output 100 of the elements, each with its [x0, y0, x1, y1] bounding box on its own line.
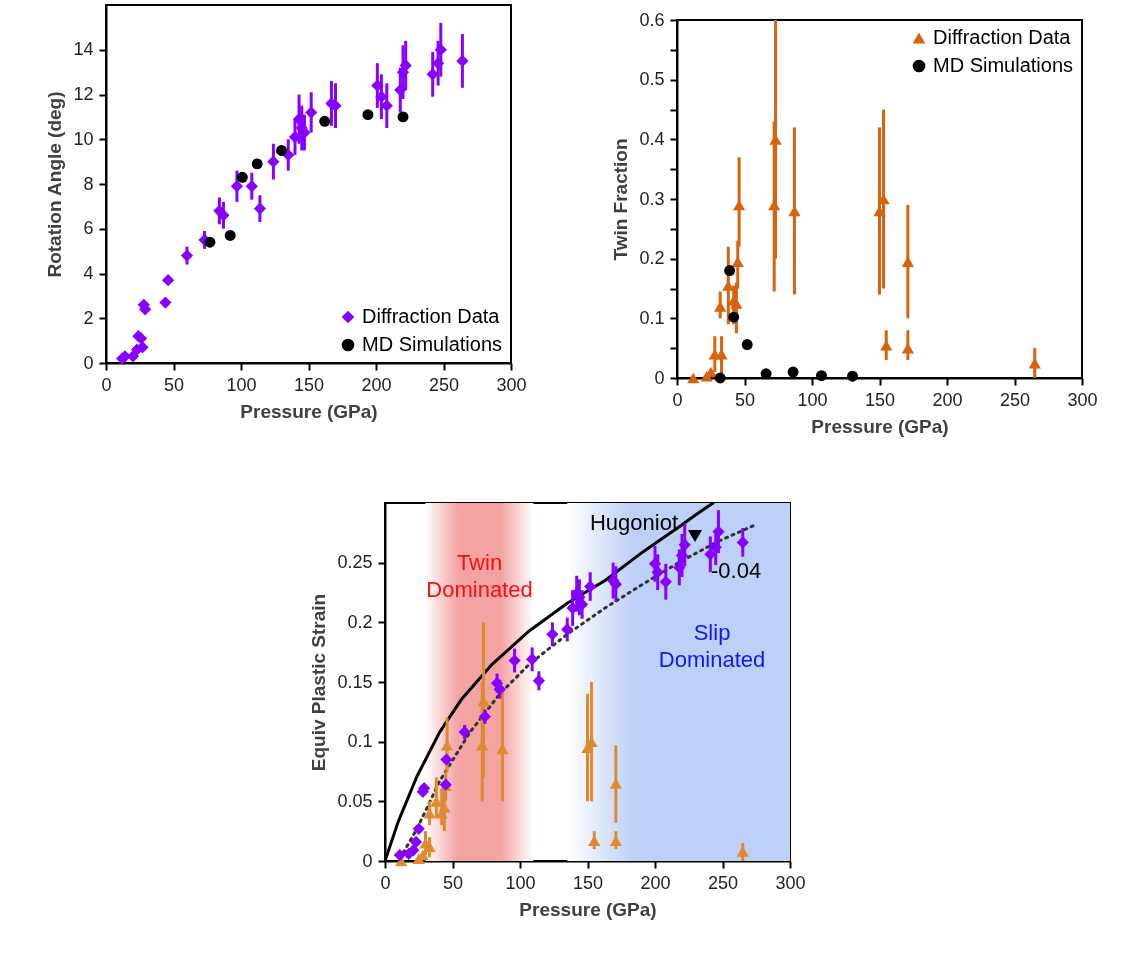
point [371, 79, 384, 92]
y-tick-label: 6 [83, 218, 94, 239]
x-tick-label: 250 [707, 872, 739, 893]
legend-label: MD Simulations [362, 333, 503, 355]
point [478, 710, 492, 723]
y-tick-label: 10 [73, 128, 94, 149]
point [673, 561, 686, 574]
y-tick-label: 14 [73, 39, 94, 60]
y-axis-title: Twin Fraction [610, 138, 632, 261]
y-tick-label: 0.3 [639, 188, 665, 209]
y-tick-label: 0.25 [337, 552, 373, 573]
point [659, 575, 672, 588]
legend-label: Diffraction Data [933, 26, 1072, 48]
point [319, 115, 331, 127]
point [724, 265, 736, 277]
point [561, 623, 574, 636]
point [245, 180, 258, 193]
point [714, 301, 727, 312]
x-tick-label: 300 [1067, 389, 1098, 410]
y-tick-label: 0.1 [639, 307, 665, 328]
point [648, 557, 662, 570]
point [276, 144, 287, 156]
y-tick-label: 0.15 [337, 671, 373, 692]
x-tick-label: 100 [797, 389, 828, 410]
point [159, 296, 172, 309]
y-tick-label: 0.4 [639, 128, 665, 149]
x-tick-label: 150 [864, 389, 896, 410]
point [180, 249, 194, 262]
y-tick-label: 4 [83, 263, 94, 283]
y-tick-label: 12 [73, 84, 94, 104]
point [394, 83, 407, 97]
y-axis-title: Equiv Plastic Strain [308, 593, 330, 772]
point [815, 370, 827, 382]
point [675, 549, 689, 562]
y-tick-label: 0 [83, 352, 94, 373]
point [397, 111, 409, 123]
point [217, 209, 230, 222]
point [236, 171, 248, 183]
point [546, 628, 559, 641]
point [305, 106, 318, 119]
legend-label: MD Simulations [933, 54, 1074, 76]
x-axis-title: Pressure (GPa) [240, 400, 378, 422]
point [736, 536, 749, 549]
x-tick-label: 300 [775, 872, 806, 893]
legend-label: Hugoniot [589, 510, 679, 535]
point [532, 674, 546, 687]
point [204, 236, 216, 248]
point [787, 366, 799, 378]
x-axis-title: Pressure (GPa) [519, 898, 657, 920]
x-tick-label: 300 [496, 374, 527, 395]
point [687, 372, 700, 384]
point [161, 274, 175, 287]
point [508, 654, 521, 667]
point [714, 372, 726, 384]
y-tick-label: 2 [83, 307, 94, 328]
point [728, 311, 740, 323]
annotation: -0.04 [711, 558, 762, 583]
point [224, 230, 236, 241]
y-tick-label: 0.1 [347, 731, 373, 752]
point [288, 130, 302, 144]
x-tick-label: 50 [734, 389, 756, 410]
point [126, 350, 140, 363]
point [732, 199, 746, 211]
x-tick-label: 200 [640, 872, 671, 893]
point [230, 180, 244, 193]
point [253, 202, 267, 215]
band-label: Slip Dominated [658, 620, 766, 672]
y-tick-label: 0.5 [639, 69, 665, 90]
point [847, 370, 858, 382]
x-tick-label: 100 [505, 872, 536, 893]
y-axis-title: Rotation Angle (deg) [44, 91, 66, 278]
x-tick-label: 0 [672, 389, 683, 410]
legend-label: Diffraction Data [362, 305, 501, 327]
point [440, 753, 453, 766]
point [251, 158, 263, 170]
point [741, 339, 753, 351]
y-tick-label: 0.05 [337, 790, 373, 811]
x-tick-label: 250 [999, 389, 1031, 410]
x-tick-label: 50 [163, 374, 185, 395]
y-tick-label: 0 [362, 850, 373, 871]
x-tick-label: 50 [442, 872, 464, 893]
x-tick-label: 250 [428, 374, 460, 395]
y-tick-label: 0.2 [639, 248, 665, 269]
point [267, 155, 280, 168]
x-axis-title: Pressure (GPa) [811, 415, 949, 437]
band-label: Twin Dominated [426, 550, 533, 602]
x-tick-label: 0 [380, 872, 391, 893]
point [362, 109, 374, 121]
y-tick-label: 8 [83, 173, 94, 194]
point [393, 848, 406, 862]
point [456, 54, 469, 68]
point [412, 822, 425, 835]
point [584, 580, 597, 593]
point [760, 368, 772, 380]
point [526, 653, 539, 666]
x-tick-label: 100 [226, 374, 257, 395]
point [409, 835, 423, 849]
x-tick-label: 200 [932, 389, 963, 410]
y-tick-label: 0.6 [639, 9, 665, 30]
x-tick-label: 150 [572, 872, 604, 893]
